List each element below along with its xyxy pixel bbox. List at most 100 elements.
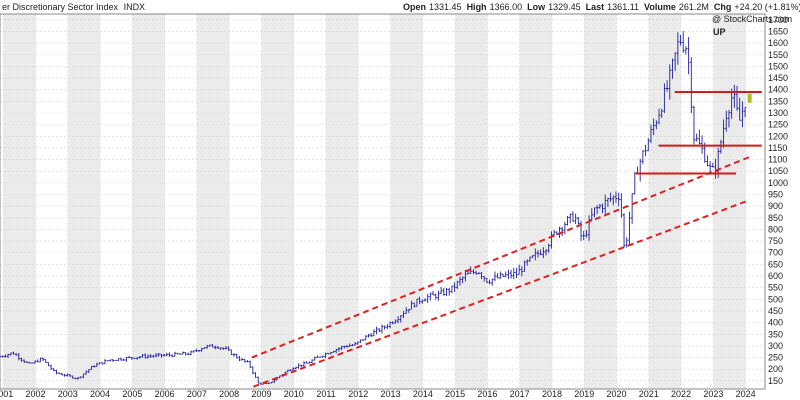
ohlc-bar xyxy=(203,347,206,350)
plot-frame xyxy=(0,13,766,390)
x-tick-label: 2009 xyxy=(251,389,271,399)
ohlc-bar xyxy=(453,282,456,292)
ohlc-bar xyxy=(257,376,260,384)
ohlc-bar xyxy=(33,360,37,364)
ohlc-bar xyxy=(157,352,160,357)
ohlc-bar xyxy=(504,271,507,278)
year-band xyxy=(326,14,359,389)
ohlc-bar xyxy=(472,269,475,275)
ohlc-bar xyxy=(211,344,214,348)
ohlc-bar xyxy=(698,129,701,145)
price-bars xyxy=(0,31,747,386)
x-tick-label: 2016 xyxy=(477,389,497,399)
ohlc-bar xyxy=(544,249,548,256)
ohlc-bar xyxy=(343,345,346,349)
ohlc-bar xyxy=(491,278,494,286)
ohlc-bar xyxy=(310,359,314,363)
ohlc-bar xyxy=(402,310,405,319)
ohlc-bar xyxy=(87,369,90,374)
year-band xyxy=(648,14,682,389)
ohlc-bar xyxy=(534,248,537,261)
grid-lines xyxy=(0,14,765,389)
ohlc-bar xyxy=(0,355,2,357)
ohlc-bar xyxy=(345,344,349,348)
ohlc-bar xyxy=(278,375,281,379)
x-tick-label: 2023 xyxy=(703,389,723,399)
ohlc-bar xyxy=(259,382,263,386)
stat-value: 1366.00 xyxy=(490,2,523,12)
ohlc-bar xyxy=(216,346,220,349)
last-price-marker xyxy=(747,93,752,103)
ohlc-bar xyxy=(577,216,580,225)
ohlc-bar xyxy=(375,326,378,335)
x-tick-label: 2002 xyxy=(25,389,45,399)
ohlc-bar xyxy=(189,350,193,356)
ohlc-bar xyxy=(665,80,669,92)
ohlc-bar xyxy=(566,215,569,226)
y-tick-label: 1600 xyxy=(768,38,788,48)
ohlc-bar xyxy=(509,269,513,279)
ohlc-bar xyxy=(305,361,308,364)
ohlc-bar xyxy=(144,353,147,359)
ohlc-bar xyxy=(496,273,499,279)
ohlc-bar xyxy=(617,192,620,207)
ohlc-bar xyxy=(733,84,736,108)
y-tick-label: 1100 xyxy=(768,155,787,165)
ohlc-bar xyxy=(302,361,306,367)
ohlc-bar xyxy=(673,52,677,72)
ohlc-bar xyxy=(399,314,402,323)
ohlc-bar xyxy=(68,373,72,377)
ohlc-bar xyxy=(359,339,362,343)
y-tick-label: 1700 xyxy=(768,15,788,25)
ohlc-bar xyxy=(109,359,112,362)
ohlc-bar xyxy=(254,372,257,378)
ohlc-bar xyxy=(230,349,233,356)
year-band xyxy=(713,14,746,389)
ohlc-bar xyxy=(563,221,567,235)
ohlc-bar xyxy=(663,83,666,113)
ohlc-bar xyxy=(84,370,88,375)
ohlc-bar xyxy=(404,307,408,314)
ohlc-bar xyxy=(152,355,155,358)
x-tick-label: 2017 xyxy=(510,389,530,399)
ohlc-bar xyxy=(711,162,715,168)
stat-label: High xyxy=(467,2,487,12)
ohlc-bar xyxy=(130,356,134,360)
ohlc-bar xyxy=(332,350,335,353)
ohlc-bar xyxy=(415,298,419,307)
x-tick-label: 2014 xyxy=(413,389,433,399)
ohlc-bar xyxy=(47,361,50,367)
ohlc-bar xyxy=(197,350,201,352)
ohlc-bar xyxy=(165,352,168,357)
ohlc-bar xyxy=(682,31,685,54)
ohlc-bar xyxy=(318,356,322,358)
y-tick-label: 900 xyxy=(768,201,783,211)
ohlc-bar xyxy=(474,270,478,275)
ohlc-bar xyxy=(372,329,376,337)
ohlc-bar xyxy=(294,366,298,370)
ohlc-bar xyxy=(36,359,39,363)
ohlc-bar xyxy=(625,237,628,248)
x-tick-label: 2024 xyxy=(736,389,756,399)
ohlc-bar xyxy=(585,230,588,238)
ohlc-bar xyxy=(687,37,690,75)
ohlc-bar xyxy=(66,373,69,377)
year-band xyxy=(390,14,423,389)
ohlc-bar xyxy=(383,325,386,330)
ohlc-bar xyxy=(620,193,623,218)
ohlc-bar xyxy=(727,109,731,128)
ohlc-bar xyxy=(612,195,615,206)
ohlc-bar xyxy=(458,276,462,286)
ohlc-bar xyxy=(606,197,610,207)
x-tick-label: 2012 xyxy=(348,389,368,399)
year-band xyxy=(455,14,488,389)
ohlc-bar xyxy=(149,354,152,358)
ohlc-bar xyxy=(364,335,368,341)
ohlc-bar xyxy=(251,366,255,375)
y-tick-label: 600 xyxy=(768,271,783,281)
y-tick-label: 200 xyxy=(768,364,783,374)
ohlc-bar xyxy=(23,359,26,363)
ohlc-bar xyxy=(517,264,521,275)
ohlc-bar xyxy=(168,352,171,357)
